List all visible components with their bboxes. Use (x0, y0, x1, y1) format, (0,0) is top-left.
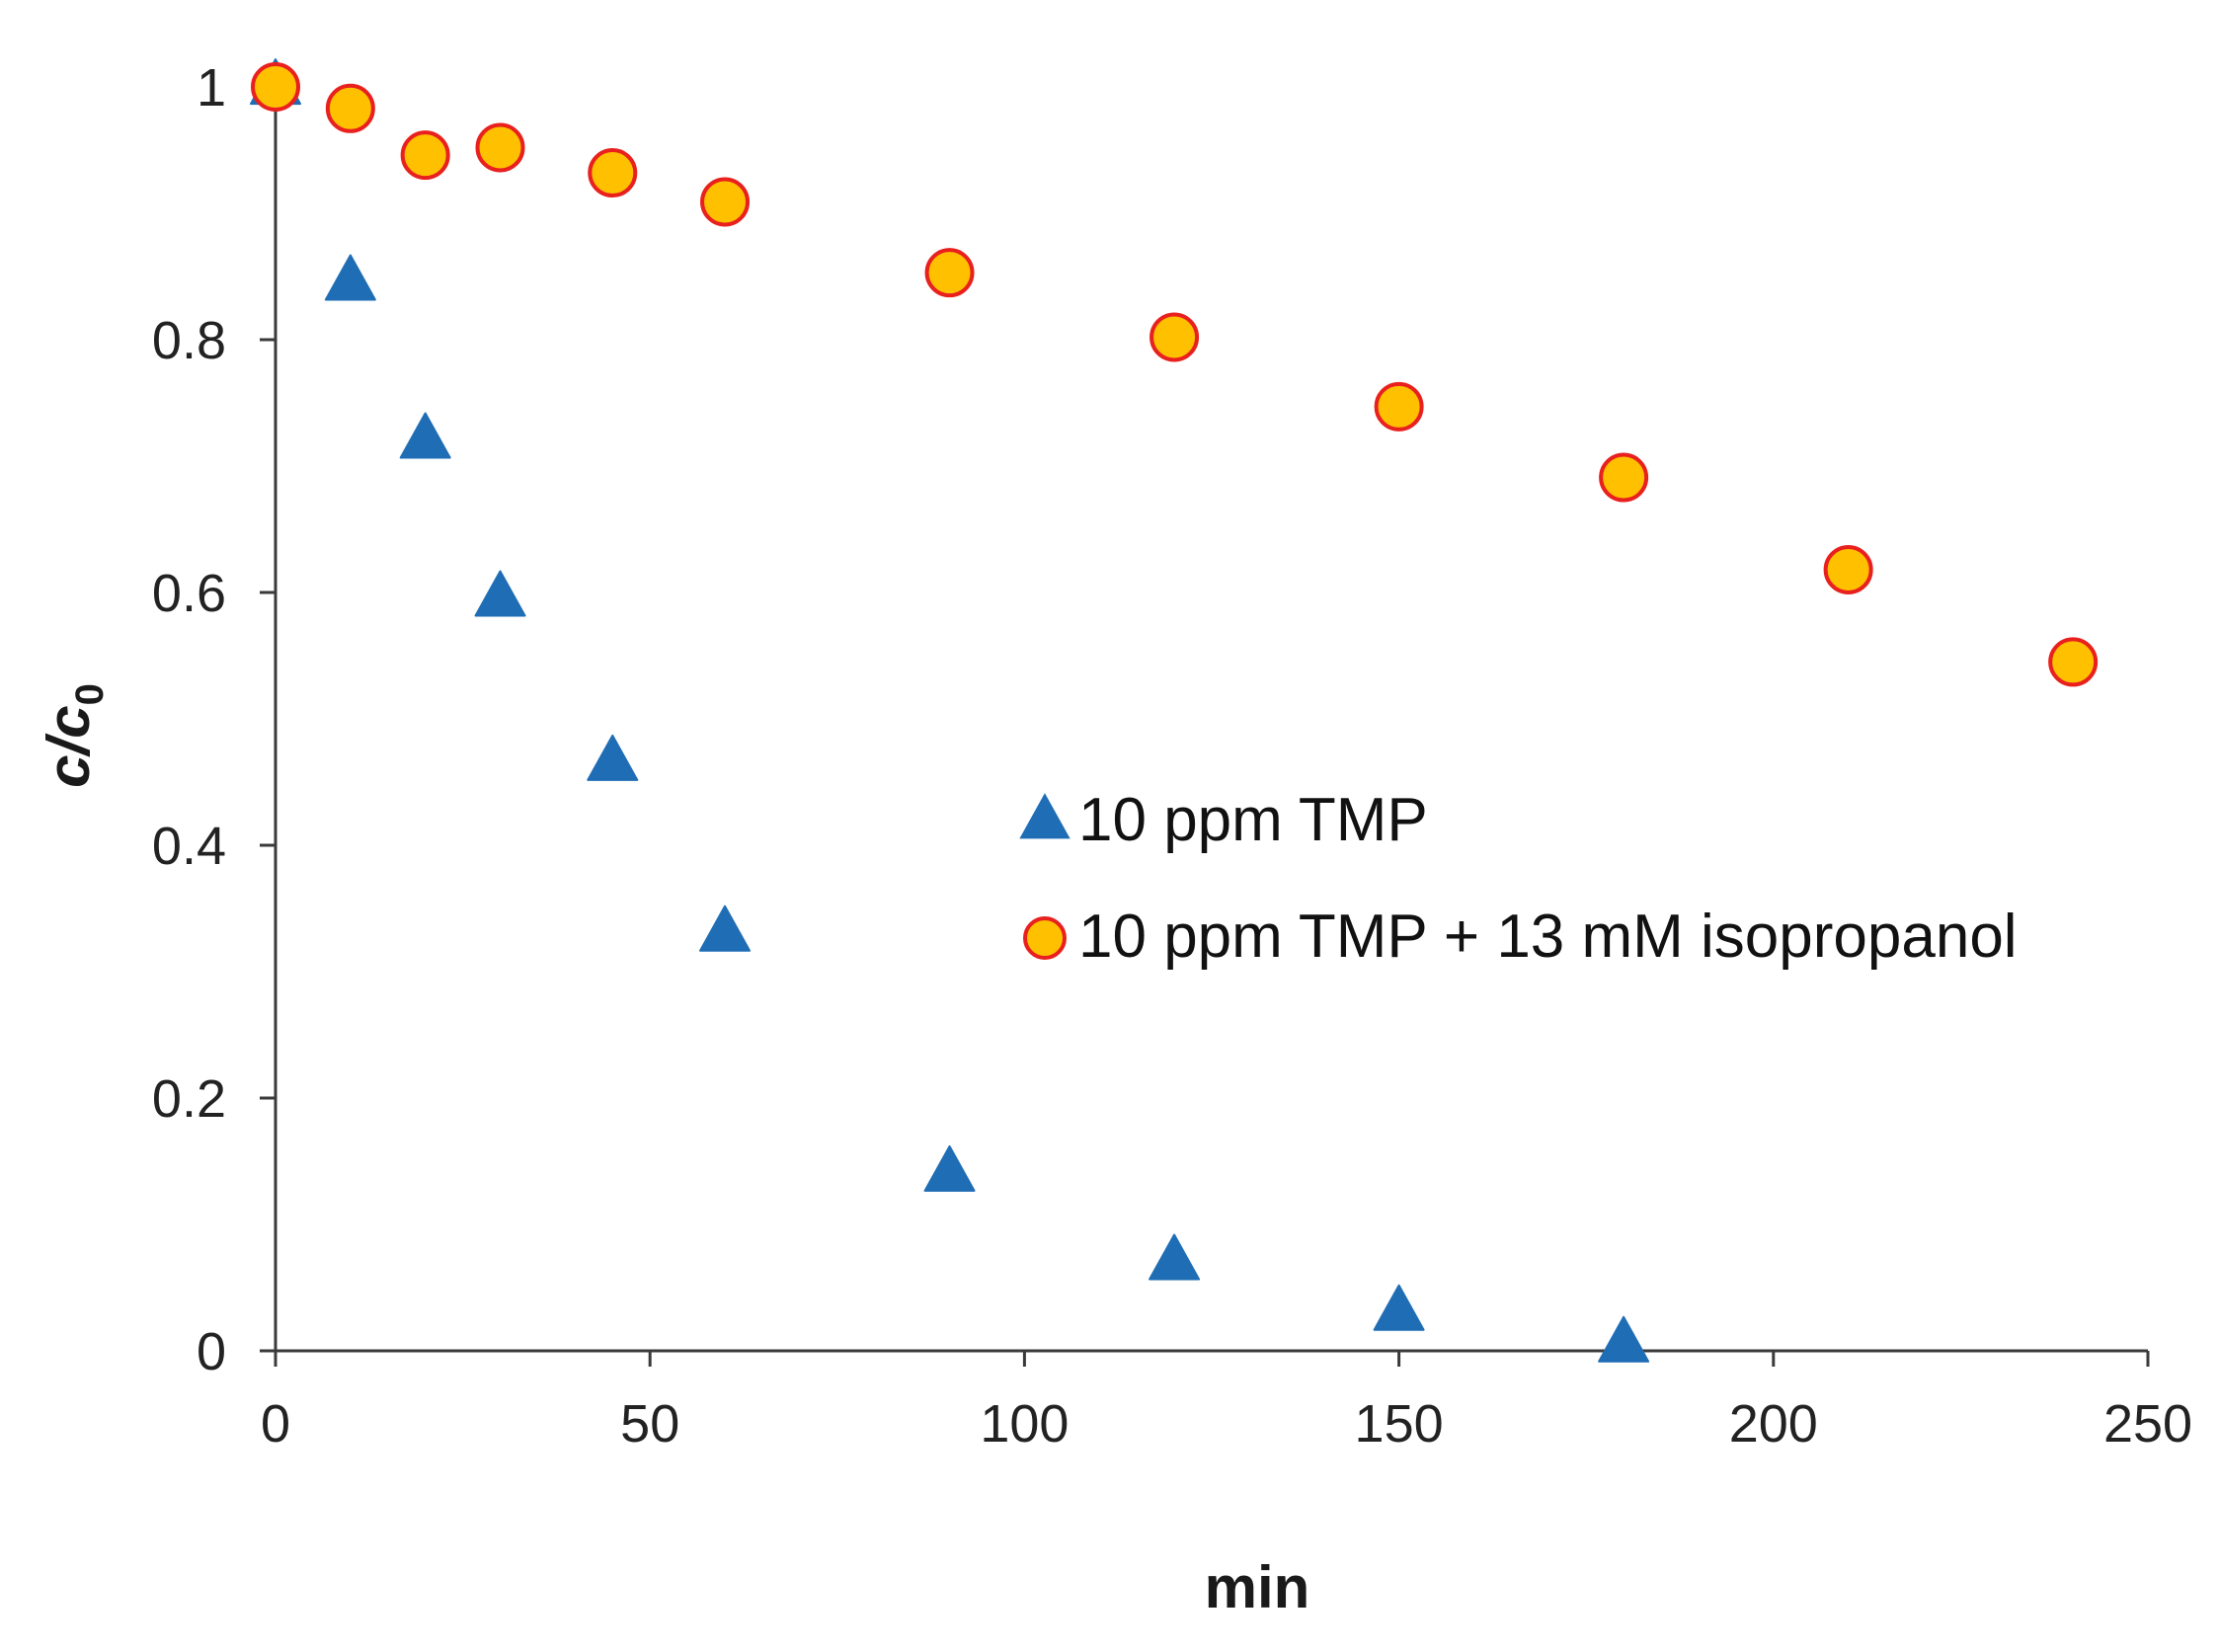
y-tick-label: 1 (197, 58, 226, 118)
data-point-circle (251, 62, 300, 112)
x-tick-label: 150 (1355, 1394, 1444, 1454)
legend-label-tmp: 10 ppm TMP (1078, 786, 1428, 854)
data-point-triangle (474, 570, 526, 617)
data-point-triangle (587, 734, 639, 781)
tick-labels: 0 0.2 0.4 0.6 0.8 1 0 50 100 150 200 250 (152, 58, 2192, 1454)
data-point-triangle (923, 1144, 976, 1192)
x-tick-label: 50 (620, 1394, 679, 1454)
legend-circle-marker (1023, 916, 1067, 960)
data-point-triangle (324, 254, 376, 301)
data-point-circle (924, 248, 975, 298)
data-point-triangle (399, 412, 451, 459)
data-point-triangle (699, 905, 752, 952)
y-tick-label: 0.8 (152, 311, 226, 370)
y-axis-title-subscript: 0 (68, 683, 112, 705)
data-point-circle (1149, 312, 1200, 362)
x-axis-title: min (1205, 1554, 1310, 1620)
legend: 10 ppm TMP 10 ppm TMP + 13 mM isopropano… (1019, 786, 2018, 971)
data-point-triangle (1598, 1315, 1650, 1363)
data-point-circle (2048, 637, 2099, 687)
data-point-circle (1599, 452, 1649, 503)
x-tick-label: 100 (980, 1394, 1069, 1454)
data-point-circle (400, 130, 450, 181)
data-series (250, 58, 2099, 1363)
y-tick-label: 0.2 (152, 1069, 226, 1129)
data-point-circle (1374, 381, 1424, 432)
x-tick-label: 250 (2103, 1394, 2192, 1454)
y-tick-label: 0.6 (152, 564, 226, 623)
data-point-circle (588, 148, 638, 198)
y-tick-label: 0 (197, 1322, 226, 1381)
y-tick-label: 0.4 (152, 817, 226, 876)
data-point-triangle (1373, 1284, 1425, 1331)
axes (260, 79, 2150, 1367)
x-tick-label: 200 (1729, 1394, 1818, 1454)
y-axis-title-main: c/c (36, 705, 102, 787)
data-point-circle (1823, 544, 1873, 594)
data-point-circle (475, 122, 525, 173)
x-tick-label: 0 (261, 1394, 290, 1454)
data-point-circle (700, 177, 751, 227)
data-point-triangle (1149, 1233, 1201, 1281)
y-axis-title: c/c0 (36, 683, 112, 788)
legend-triangle-marker (1019, 793, 1070, 839)
data-point-circle (325, 83, 375, 133)
legend-label-tmp-isopropanol: 10 ppm TMP + 13 mM isopropanol (1078, 903, 2018, 971)
